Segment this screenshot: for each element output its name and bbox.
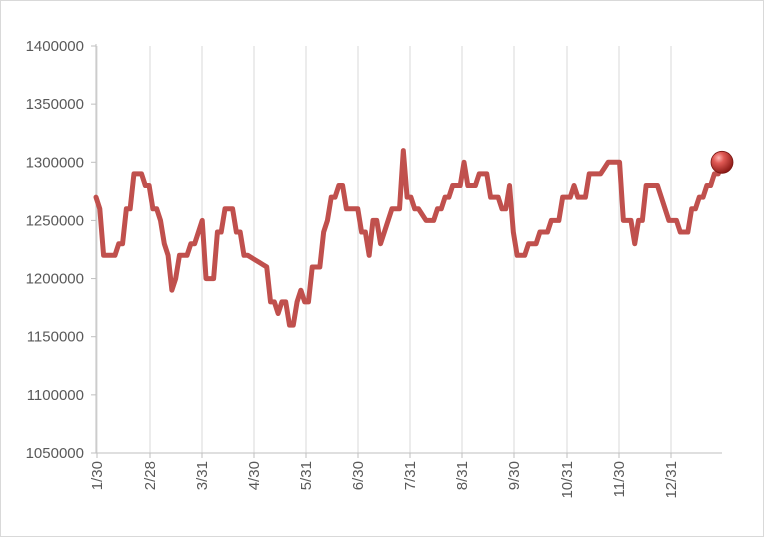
- y-tick-label: 1150000: [27, 329, 84, 346]
- series-layer: [93, 148, 734, 328]
- x-tick-label: 12/31: [663, 461, 680, 499]
- x-tick-labels: 1/30 2/28 3/31 4/30 5/31 6/30 7/31 8/31 9/30 10/3…: [89, 461, 680, 499]
- x-tick-label: 8/31: [454, 461, 471, 490]
- y-tick-label: 1300000: [26, 154, 84, 171]
- y-tick-label: 1350000: [26, 96, 84, 113]
- x-tick-label: 1/30: [89, 461, 106, 490]
- x-tick-label: 9/30: [506, 461, 523, 490]
- x-tick-label: 7/31: [402, 461, 419, 490]
- x-tick-label: 3/31: [194, 461, 211, 490]
- x-tick-label: 6/30: [350, 461, 367, 490]
- y-tick-label: 1200000: [26, 271, 84, 288]
- x-tick-label: 11/30: [611, 461, 628, 497]
- series-line: [93, 148, 725, 328]
- y-tick-label: 1400000: [26, 38, 84, 55]
- axis-layer: [91, 44, 722, 458]
- x-tick-label: 10/31: [559, 461, 576, 499]
- y-tick-label: 1250000: [26, 212, 84, 229]
- grid-layer: [96, 46, 672, 453]
- y-tick-label: 1100000: [27, 387, 84, 404]
- y-tick-label: 1050000: [26, 445, 84, 462]
- x-tick-label: 5/31: [298, 461, 315, 490]
- x-tick-label: 2/28: [142, 461, 159, 490]
- end-point-marker: [710, 150, 734, 174]
- y-tick-labels: 1050000 1100000 1150000 1200000 1250000 13000…: [26, 38, 84, 462]
- x-tick-label: 4/30: [246, 461, 263, 490]
